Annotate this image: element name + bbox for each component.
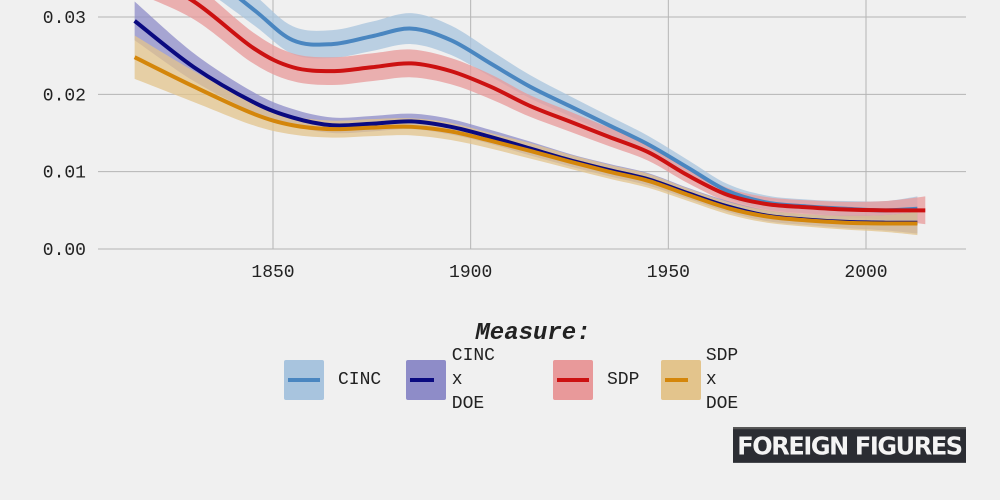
legend-key-line — [410, 378, 434, 382]
legend-item-sdp: SDP — [553, 358, 639, 402]
legend-item-cinc-doe: CINC x DOE — [406, 346, 503, 414]
x-tick-label: 1950 — [647, 263, 690, 283]
y-tick-label: 0.00 — [43, 241, 86, 261]
legend-key-line — [557, 378, 589, 382]
legend-label-sdp-doe: SDP x DOE — [705, 346, 739, 414]
x-tick-label: 2000 — [844, 263, 887, 283]
y-tick-label: 0.01 — [43, 164, 86, 184]
legend-key-line — [665, 378, 688, 382]
x-axis-ticks: 1850 1900 1950 2000 — [251, 263, 887, 283]
legend-key-line — [288, 378, 320, 382]
legend-label-cinc: CINC — [338, 370, 382, 390]
y-axis-ticks: 0.00 0.01 0.02 0.03 — [43, 9, 86, 261]
legend-item-cinc: CINC — [284, 358, 381, 402]
series-line-sdp — [187, 0, 926, 213]
band-sdp — [153, 0, 926, 225]
y-tick-label: 0.03 — [43, 9, 86, 29]
x-tick-label: 1850 — [251, 263, 294, 283]
x-tick-label: 1900 — [449, 263, 492, 283]
legend-key-cinc-doe — [406, 360, 446, 400]
legend-key-sdp — [553, 360, 593, 400]
legend-item-sdp-doe: SDP x DOE — [661, 346, 747, 414]
legend-title: Measure: — [475, 320, 591, 347]
legend-label-sdp: SDP — [607, 370, 640, 390]
legend-key-cinc — [284, 360, 324, 400]
confidence-bands — [134, 0, 926, 236]
legend-label-cinc-doe: CINC x DOE — [451, 346, 495, 414]
y-tick-label: 0.02 — [43, 86, 86, 106]
brand-logo: FOREIGN FIGURES — [733, 427, 966, 463]
legend-key-sdp-doe — [661, 360, 701, 400]
band-cinc — [219, 0, 918, 222]
series-lines — [133, 0, 926, 226]
series-line-sdp-x-doe — [133, 55, 918, 226]
